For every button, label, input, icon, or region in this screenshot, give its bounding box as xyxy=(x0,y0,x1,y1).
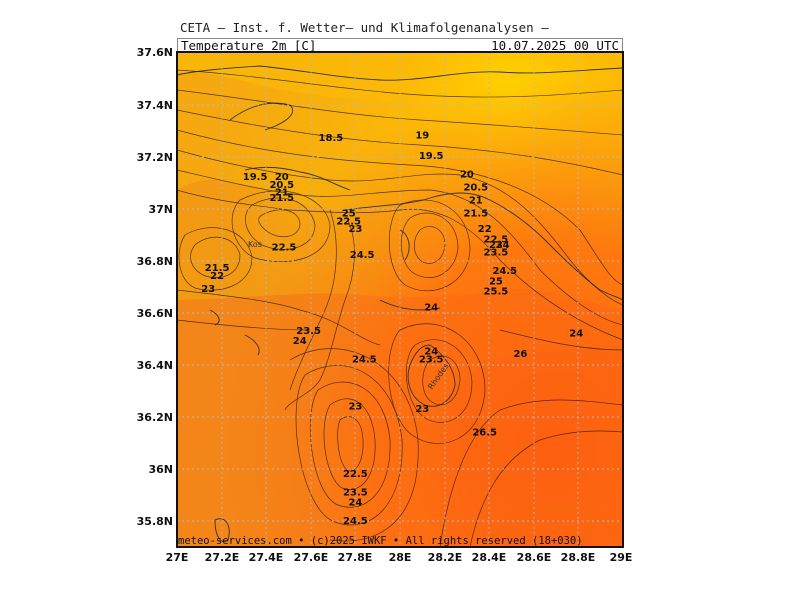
lon-label: 28.6E xyxy=(517,551,552,564)
lon-axis: 27E 27.2E 27.4E 27.6E 27.8E 28E 28.2E 28… xyxy=(166,551,633,564)
contour-label: 24 xyxy=(569,328,583,339)
lat-label: 37.2N xyxy=(137,151,173,164)
lon-label: 28.8E xyxy=(561,551,596,564)
contour-label: 23.5 xyxy=(296,326,321,337)
contour-label: 23.5 xyxy=(343,487,368,498)
header-institute: CETA — Inst. f. Wetter— und Klimafolgena… xyxy=(180,20,549,35)
contour-label: 20.5 xyxy=(463,183,488,194)
contour-label: 20 xyxy=(275,172,289,183)
lat-label: 36.4N xyxy=(137,359,173,372)
contour-label: 21 xyxy=(275,188,289,199)
isotherms xyxy=(177,69,623,547)
contour-label: 22 xyxy=(478,224,492,235)
contour-label: 19 xyxy=(415,130,429,141)
lat-label: 36N xyxy=(148,463,173,476)
contour-label: 23 xyxy=(489,240,503,251)
lon-label: 27E xyxy=(166,551,189,564)
contour-label: 26.5 xyxy=(472,427,497,438)
contour-label: 24.5 xyxy=(352,354,377,365)
contour-label: 25 xyxy=(489,276,503,287)
contour-label: 18.5 xyxy=(319,133,344,144)
lon-label: 27.8E xyxy=(338,551,373,564)
contour-label: 22.5 xyxy=(336,216,361,227)
lat-axis: 37.6N 37.4N 37.2N 37N 36.8N 36.6N 36.4N … xyxy=(137,46,173,528)
credit-line: meteo-services.com • (c)2025 IWKF • All … xyxy=(178,535,583,547)
contour-label: 24 xyxy=(348,498,362,509)
lat-label: 36.2N xyxy=(137,411,173,424)
contour-label: 22.5 xyxy=(272,242,297,253)
contour-label: 24.5 xyxy=(492,266,517,277)
lon-label: 27.6E xyxy=(294,551,329,564)
contour-label: 24 xyxy=(293,336,307,347)
contour-label: 22.5 xyxy=(343,469,368,480)
contour-label: 24.5 xyxy=(343,516,368,527)
contour-label: 23.5 xyxy=(419,354,444,365)
lat-label: 36.6N xyxy=(137,307,173,320)
contour-label: 21.5 xyxy=(463,209,488,220)
map-frame xyxy=(176,51,624,548)
contour-label: 23 xyxy=(415,404,429,415)
contour-label: 23 xyxy=(348,401,362,412)
contour-label: 24 xyxy=(424,347,438,358)
contour-label: 21.5 xyxy=(269,193,294,204)
contour-label: 23 xyxy=(201,284,215,295)
lat-label: 37N xyxy=(148,203,173,216)
contour-label: 22 xyxy=(210,271,224,282)
lon-label: 28.4E xyxy=(472,551,507,564)
contour-label: 25 xyxy=(342,209,356,220)
lon-label: 27.4E xyxy=(249,551,284,564)
contour-label: 21 xyxy=(469,196,483,207)
contour-label: 19.5 xyxy=(419,151,444,162)
place-kos: Kos xyxy=(248,240,262,249)
lon-label: 27.2E xyxy=(205,551,240,564)
contour-label: 25.5 xyxy=(484,287,509,298)
parameter-label: Temperature 2m [C] xyxy=(181,38,317,53)
lat-label: 37.6N xyxy=(137,46,173,59)
contour-label: 21.5 xyxy=(205,263,230,274)
lat-label: 35.8N xyxy=(137,515,173,528)
lon-label: 28E xyxy=(389,551,412,564)
contour-label: 20.5 xyxy=(269,180,294,191)
contour-label: 23.5 xyxy=(484,248,509,259)
contour-label: 24 xyxy=(424,302,438,313)
valid-time-label: 10.07.2025 00 UTC xyxy=(491,38,619,53)
contour-label: 26 xyxy=(513,349,527,360)
contour-label: 22.5 xyxy=(484,235,509,246)
contour-label: 20 xyxy=(460,169,474,180)
contour-label: 24 xyxy=(496,240,510,251)
graticule xyxy=(177,52,623,547)
lon-label: 28.2E xyxy=(428,551,463,564)
contour-label: 23 xyxy=(348,224,362,235)
lat-label: 36.8N xyxy=(137,255,173,268)
contour-label: 24.5 xyxy=(350,250,375,261)
contour-label: 19.5 xyxy=(243,172,268,183)
lon-label: 29E xyxy=(610,551,633,564)
lat-label: 37.4N xyxy=(137,99,173,112)
